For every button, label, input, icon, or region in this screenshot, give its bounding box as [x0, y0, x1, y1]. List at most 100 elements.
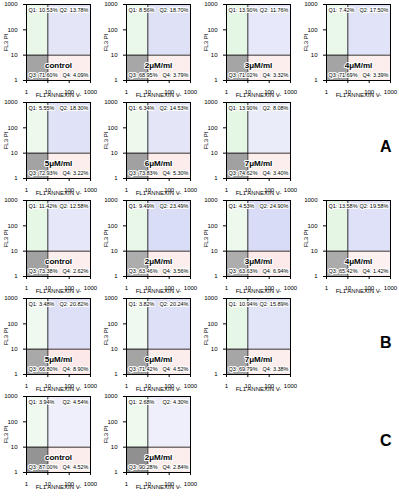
svg-text:Q2: 14.53%: Q2: 14.53%: [159, 105, 188, 111]
svg-text:Q4: 6.94%: Q4: 6.94%: [263, 268, 289, 274]
svg-text:1000: 1000: [84, 481, 98, 487]
svg-text:10: 10: [11, 52, 18, 58]
svg-text:1: 1: [14, 77, 18, 83]
svg-text:Q1: 13.90%: Q1: 13.90%: [229, 7, 258, 13]
svg-text:100: 100: [107, 125, 118, 131]
svg-text:1: 1: [125, 285, 129, 291]
svg-text:Q4: 4.52%: Q4: 4.52%: [163, 366, 189, 372]
svg-text:100: 100: [307, 223, 318, 229]
svg-text:10: 10: [111, 346, 118, 352]
svg-text:FL3 PI: FL3 PI: [3, 33, 9, 51]
svg-text:7μM/ml: 7μM/ml: [245, 159, 273, 168]
svg-text:Q1: 11.42%: Q1: 11.42%: [29, 203, 58, 209]
svg-text:FL3 PI: FL3 PI: [303, 229, 309, 247]
svg-text:FL1 ANNEXIN V-: FL1 ANNEXIN V-: [236, 190, 282, 196]
svg-text:1: 1: [214, 175, 218, 181]
svg-text:1: 1: [114, 77, 118, 83]
svg-text:Q4: 4.52%: Q4: 4.52%: [63, 464, 89, 470]
svg-text:100: 100: [207, 27, 218, 33]
svg-text:1000: 1000: [204, 295, 218, 301]
svg-text:1000: 1000: [104, 99, 118, 105]
svg-text:1000: 1000: [304, 1, 318, 7]
svg-text:1000: 1000: [104, 393, 118, 399]
svg-text:1: 1: [214, 371, 218, 377]
svg-text:Q1: 10.94%: Q1: 10.94%: [229, 301, 258, 307]
svg-text:Q2: 12.58%: Q2: 12.58%: [59, 203, 88, 209]
svg-text:Q1: 5.55%: Q1: 5.55%: [29, 105, 55, 111]
svg-text:3μM/ml: 3μM/ml: [245, 257, 273, 266]
svg-text:1: 1: [14, 371, 18, 377]
svg-text:1000: 1000: [84, 285, 98, 291]
svg-text:10: 10: [211, 150, 218, 156]
svg-text:Q2: 13.78%: Q2: 13.78%: [59, 7, 88, 13]
svg-text:6μM/ml: 6μM/ml: [145, 355, 173, 364]
svg-text:1: 1: [214, 273, 218, 279]
svg-text:100: 100: [207, 223, 218, 229]
svg-text:control: control: [45, 257, 72, 266]
svg-text:1000: 1000: [204, 1, 218, 7]
svg-text:1: 1: [314, 77, 318, 83]
svg-text:1: 1: [214, 77, 218, 83]
svg-text:Q2: 19.58%: Q2: 19.58%: [359, 203, 388, 209]
svg-text:1000: 1000: [184, 187, 198, 193]
svg-text:1000: 1000: [204, 197, 218, 203]
svg-text:1: 1: [325, 285, 329, 291]
svg-text:1: 1: [114, 371, 118, 377]
svg-text:1: 1: [325, 89, 329, 95]
svg-text:1000: 1000: [4, 393, 18, 399]
svg-text:1: 1: [225, 285, 229, 291]
svg-text:100: 100: [207, 321, 218, 327]
svg-text:Q4: 2.84%: Q4: 2.84%: [163, 464, 189, 470]
svg-text:1000: 1000: [284, 383, 298, 389]
svg-text:FL3 PI: FL3 PI: [103, 327, 109, 345]
svg-text:Q3: 65.42%: Q3: 65.42%: [329, 268, 358, 274]
svg-text:1: 1: [25, 383, 29, 389]
svg-text:FL1 ANNEXIN V-: FL1 ANNEXIN V-: [236, 386, 282, 392]
svg-text:1: 1: [25, 187, 29, 193]
svg-text:100: 100: [107, 223, 118, 229]
svg-text:5μM/ml: 5μM/ml: [45, 355, 73, 364]
svg-text:Q2: 18.70%: Q2: 18.70%: [159, 7, 188, 13]
svg-text:Q1: 7.42%: Q1: 7.42%: [329, 7, 355, 13]
svg-text:1000: 1000: [284, 89, 298, 95]
svg-text:1: 1: [225, 383, 229, 389]
svg-text:control: control: [45, 61, 72, 70]
svg-text:100: 100: [107, 321, 118, 327]
svg-text:Q4: 5.30%: Q4: 5.30%: [163, 170, 189, 176]
svg-text:Q1: 3.94%: Q1: 3.94%: [29, 399, 55, 405]
svg-text:10: 10: [11, 346, 18, 352]
svg-text:1000: 1000: [204, 99, 218, 105]
svg-text:1: 1: [125, 383, 129, 389]
svg-text:100: 100: [7, 27, 18, 33]
svg-text:1: 1: [14, 469, 18, 475]
svg-text:Q2: 4.54%: Q2: 4.54%: [63, 399, 89, 405]
svg-text:1000: 1000: [284, 187, 298, 193]
svg-text:FL3 PI: FL3 PI: [103, 33, 109, 51]
svg-text:100: 100: [7, 125, 18, 131]
svg-text:Q2: 11.76%: Q2: 11.76%: [260, 7, 289, 13]
svg-text:1000: 1000: [384, 89, 398, 95]
svg-text:7μM/ml: 7μM/ml: [245, 355, 273, 364]
svg-text:1000: 1000: [104, 295, 118, 301]
svg-text:Q3: 71.69%: Q3: 71.69%: [329, 72, 358, 78]
svg-text:FL1 ANNEXIN V-: FL1 ANNEXIN V-: [36, 92, 82, 98]
svg-text:FL3 PI: FL3 PI: [203, 33, 209, 51]
svg-text:Q3: 71.42%: Q3: 71.42%: [129, 366, 158, 372]
svg-text:Q4: 3.39%: Q4: 3.39%: [363, 72, 389, 78]
svg-text:FL3 PI: FL3 PI: [103, 131, 109, 149]
svg-text:FL3 PI: FL3 PI: [203, 131, 209, 149]
svg-text:100: 100: [7, 223, 18, 229]
svg-text:1000: 1000: [104, 1, 118, 7]
svg-text:Q4: 3.56%: Q4: 3.56%: [163, 268, 189, 274]
svg-text:1000: 1000: [104, 197, 118, 203]
svg-text:1000: 1000: [284, 285, 298, 291]
svg-text:Q2: 20.24%: Q2: 20.24%: [159, 301, 188, 307]
svg-text:Q3: 73.83%: Q3: 73.83%: [129, 170, 158, 176]
svg-text:1: 1: [114, 175, 118, 181]
svg-text:FL3 PI: FL3 PI: [203, 327, 209, 345]
svg-text:1000: 1000: [4, 295, 18, 301]
svg-text:FL1 ANNEXIN V-: FL1 ANNEXIN V-: [136, 288, 182, 294]
svg-text:4μM/ml: 4μM/ml: [345, 61, 373, 70]
svg-text:FL3 PI: FL3 PI: [103, 229, 109, 247]
svg-text:10: 10: [11, 444, 18, 450]
